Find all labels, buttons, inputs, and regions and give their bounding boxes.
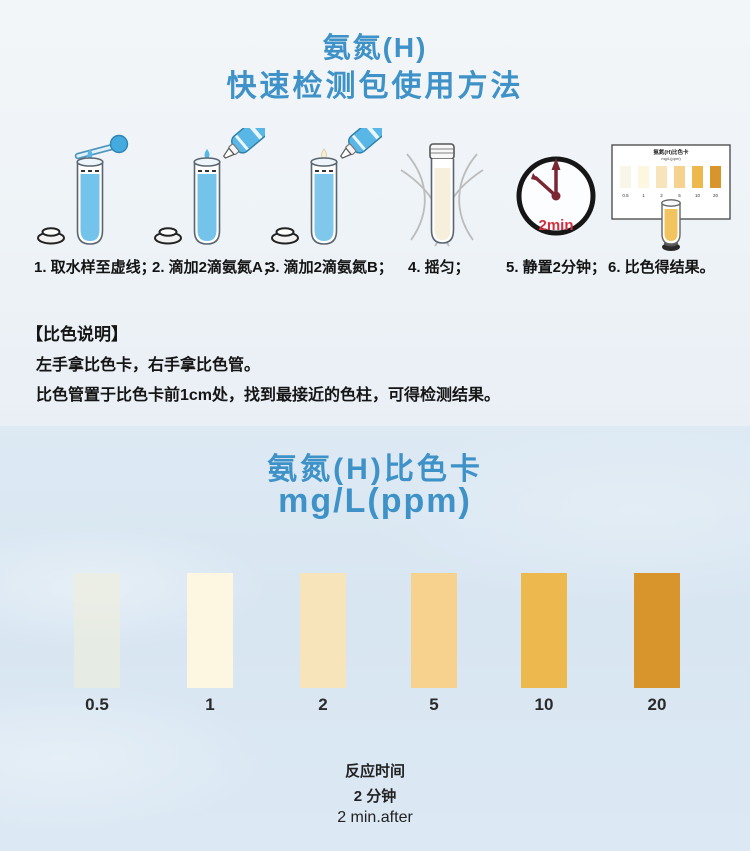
page-subtitle: 快速检测包使用方法 (226, 70, 524, 103)
swatch-20 (634, 573, 680, 688)
comparison-notes: 【比色说明】 左手拿比色卡，右手拿比色管。 比色管置于比色卡前1cm处，找到最接… (26, 320, 500, 405)
clock-icon: 2min (516, 156, 596, 236)
mini-card-title: 氨氮(H)比色卡 (653, 148, 689, 156)
step-1-illustration (37, 134, 129, 245)
reagent-drop-icon (204, 149, 210, 159)
reaction-time-footer: 反应时间 2 分钟 2 min.after (0, 760, 750, 827)
reaction-time-cn: 2 分钟 (353, 788, 397, 805)
mini-swatch-label: 20 (713, 193, 719, 198)
step-6-illustration: 氨氮(H)比色卡 mg/L(ppm) 0.5 1 2 5 10 20 (611, 144, 731, 251)
reaction-time-en: 2 min.after (337, 809, 413, 826)
clock-time-label: 2min (538, 217, 573, 234)
swatch-label: 1 (205, 695, 215, 714)
swatch-label: 20 (647, 695, 667, 714)
swatch-label: 10 (534, 695, 554, 714)
reaction-time-label: 反应时间 (344, 763, 405, 780)
test-tube-icon (310, 157, 338, 245)
color-card-unit: mg/L(ppm) (278, 482, 472, 520)
mini-swatch (620, 166, 631, 188)
step-6-caption: 6. 比色得结果。 (608, 259, 715, 276)
tube-cap-icon (271, 227, 299, 245)
mini-swatch (674, 166, 685, 188)
mini-swatch-label: 2 (660, 193, 663, 198)
mini-card-subtitle: mg/L(ppm) (661, 156, 681, 161)
step-2-caption: 2. 滴加2滴氨氮A； (152, 259, 278, 276)
tube-cap-icon (37, 227, 65, 245)
swatch-label: 5 (429, 695, 439, 714)
swatch-0.5 (74, 573, 120, 688)
mini-swatch-label: 0.5 (622, 193, 629, 198)
bottom-section-background (0, 426, 750, 851)
result-tube-icon (661, 199, 681, 251)
swatch-10 (521, 573, 567, 688)
mini-swatch (638, 166, 649, 188)
water-drop-icon (87, 149, 93, 159)
swatch-label: 2 (318, 695, 328, 714)
reagent-bottle-a-icon (222, 128, 265, 159)
step-4-caption: 4. 摇匀； (408, 259, 470, 276)
mini-swatch-label: 1 (642, 193, 645, 198)
color-card-title: 氨氮(H)比色卡 (267, 453, 483, 486)
step-3-illustration (271, 128, 382, 245)
mini-swatch-label: 10 (695, 193, 701, 198)
mini-swatch (692, 166, 703, 188)
note-line-1: 左手拿比色卡，右手拿比色管。 (36, 357, 261, 374)
step-4-illustration (400, 143, 484, 247)
note-line-2: 比色管置于比色卡前1cm处，找到最接近的色柱，可得检测结果。 (36, 387, 501, 404)
page-title: 氨氮(H) (322, 32, 428, 63)
swatch-1 (187, 573, 233, 688)
step-1-caption: 1. 取水样至虚线； (34, 259, 156, 276)
step-3-caption: 3. 滴加2滴氨氮B； (267, 259, 393, 276)
mini-swatch (656, 166, 667, 188)
step-5-caption: 5. 静置2分钟； (506, 259, 607, 276)
tube-cap-icon (154, 227, 182, 245)
test-tube-icon (76, 157, 104, 245)
capped-test-tube-icon (429, 143, 455, 244)
reagent-bottle-b-icon (339, 128, 382, 159)
mini-swatch-label: 5 (678, 193, 681, 198)
notes-heading: 【比色说明】 (26, 325, 128, 344)
test-tube-icon (193, 157, 221, 245)
swatch-5 (411, 573, 457, 688)
mini-swatch (710, 166, 721, 188)
step-2-illustration (154, 128, 265, 245)
step-5-illustration: 2min (516, 156, 596, 236)
dropper-icon (74, 134, 129, 160)
swatch-2 (300, 573, 346, 688)
swatch-label: 0.5 (85, 695, 109, 714)
